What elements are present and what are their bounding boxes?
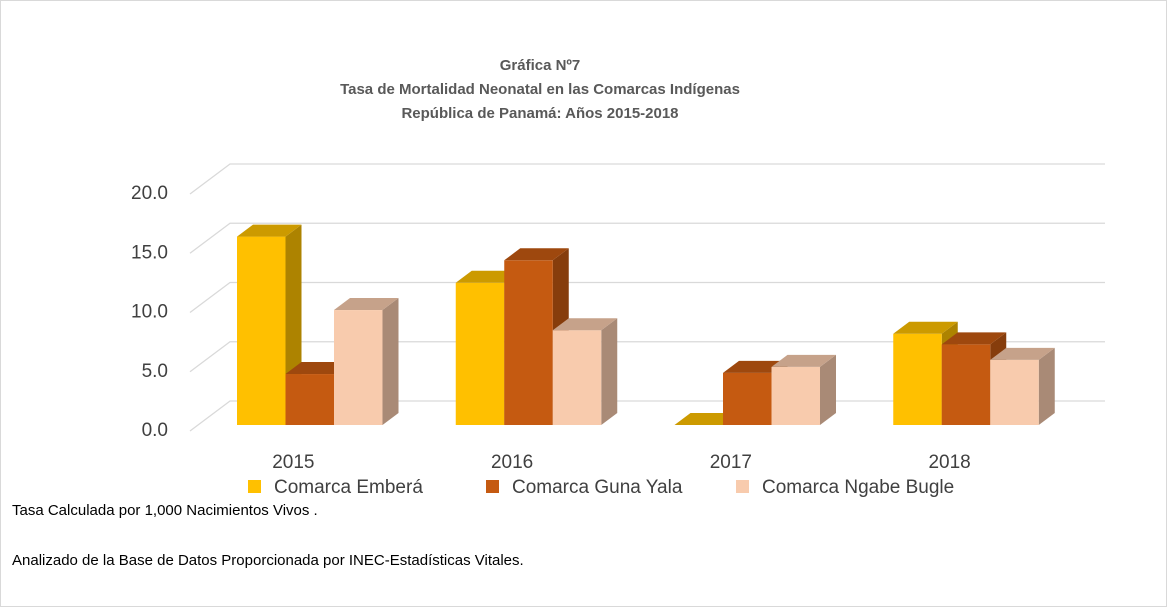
- bar-front: [237, 236, 286, 425]
- footnote: Analizado de la Base de Datos Proporcion…: [12, 552, 524, 569]
- bar: [334, 298, 399, 425]
- bar-top: [941, 332, 1007, 345]
- bar: [552, 318, 618, 425]
- y-tick-label: 0.0: [142, 420, 168, 441]
- chart-title: Tasa de Mortalidad Neonatal en las Comar…: [340, 81, 740, 98]
- bar-top: [334, 298, 399, 311]
- bar-front: [723, 372, 772, 425]
- bar-front: [504, 260, 553, 425]
- bar: [990, 347, 1055, 425]
- legend-label: Comarca Emberá: [274, 477, 423, 498]
- x-tick-label: 2015: [272, 452, 314, 473]
- grid-line: [189, 222, 1105, 254]
- grid-line: [189, 163, 1105, 195]
- legend-swatch: [248, 480, 261, 493]
- y-tick-label: 10.0: [131, 302, 168, 323]
- legend-label: Comarca Ngabe Bugle: [762, 477, 954, 498]
- legend-label: Comarca Guna Yala: [512, 477, 683, 498]
- bar-top: [504, 248, 569, 261]
- bar-top: [552, 318, 618, 331]
- bar-front: [285, 374, 334, 425]
- bar-top: [455, 270, 521, 283]
- bar-front: [552, 330, 602, 425]
- bar-front: [334, 310, 383, 425]
- bar-top: [893, 321, 958, 334]
- bar-side: [601, 318, 618, 425]
- footnote: Tasa Calculada por 1,000 Nacimientos Viv…: [12, 502, 318, 519]
- y-tick-label: 15.0: [131, 242, 168, 263]
- bar-front: [893, 333, 942, 425]
- chart-title: República de Panamá: Años 2015-2018: [401, 105, 678, 122]
- grid-line: [189, 341, 1105, 373]
- legend-swatch: [486, 480, 499, 493]
- bar-front: [990, 359, 1039, 425]
- bar-side: [820, 354, 836, 425]
- bar: [237, 224, 302, 425]
- bar-side: [382, 298, 399, 425]
- bar-side: [1038, 347, 1055, 425]
- bar-top: [771, 354, 836, 367]
- y-tick-label: 20.0: [131, 183, 168, 204]
- bar-front: [455, 282, 505, 425]
- y-tick-label: 5.0: [142, 361, 168, 382]
- bar-front: [771, 366, 820, 425]
- bar: [771, 354, 836, 425]
- bar-front: [941, 344, 991, 425]
- x-tick-label: 2018: [928, 452, 970, 473]
- x-tick-label: 2016: [491, 452, 533, 473]
- bar-top: [723, 360, 788, 373]
- bar-top: [237, 224, 302, 237]
- legend-swatch: [736, 480, 749, 493]
- bar-top: [990, 347, 1055, 360]
- bar-top: [674, 413, 739, 425]
- x-tick-label: 2017: [710, 452, 752, 473]
- chart-title: Gráfica Nº7: [500, 57, 581, 74]
- bar-top: [285, 362, 350, 375]
- bar: [674, 413, 739, 425]
- grid-line: [189, 281, 1105, 314]
